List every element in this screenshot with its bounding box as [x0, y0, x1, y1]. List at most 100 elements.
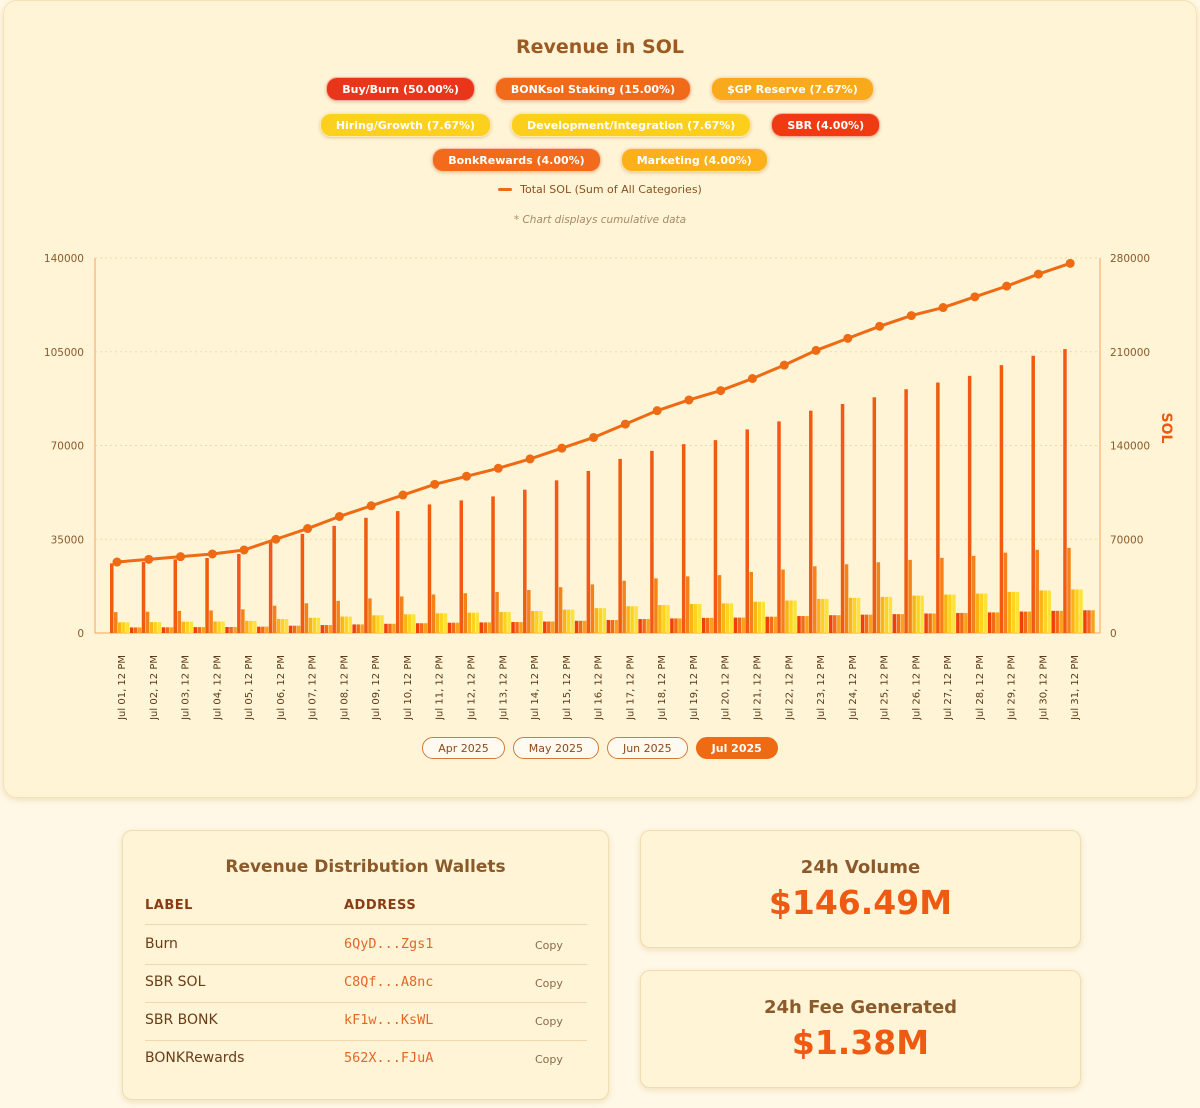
wallet-address[interactable]: kF1w...KsWL — [344, 1012, 434, 1028]
total-point — [811, 345, 821, 355]
bar — [896, 614, 901, 633]
bar — [654, 578, 658, 633]
total-point — [430, 479, 440, 489]
wallets-title: Revenue Distribution Wallets — [225, 857, 506, 877]
bar — [967, 375, 972, 633]
total-point — [366, 501, 376, 511]
x-tick-label: Jul 17, 12 PM — [625, 655, 636, 720]
bar — [658, 605, 662, 633]
y-tick-right: 210000 — [1110, 347, 1150, 359]
bar — [1091, 610, 1095, 633]
x-tick-label: Jul 30, 12 PM — [1038, 655, 1049, 720]
x-tick-label: Jul 26, 12 PM — [911, 655, 922, 720]
bar — [173, 559, 178, 633]
bar — [213, 621, 217, 633]
bar — [217, 621, 221, 633]
legend-bonkrewards[interactable]: BonkRewards (4.00%) — [432, 148, 601, 172]
legend-development-integration[interactable]: Development/Integration (7.67%) — [511, 113, 752, 137]
x-tick-label: Jul 05, 12 PM — [244, 655, 255, 720]
bar — [392, 623, 396, 633]
bar — [912, 595, 916, 633]
month-button-jul-2025[interactable]: Jul 2025 — [695, 737, 778, 759]
wallet-address[interactable]: 562X...FJuA — [344, 1050, 434, 1066]
bar — [566, 609, 571, 633]
x-tick-label: Jul 18, 12 PM — [657, 655, 668, 720]
bar — [114, 612, 118, 633]
bar — [793, 600, 797, 633]
bar — [157, 622, 162, 633]
bar — [630, 606, 634, 633]
x-tick-label: Jul 03, 12 PM — [181, 655, 192, 720]
bar — [475, 612, 480, 633]
x-tick-label: Jul 15, 12 PM — [562, 655, 573, 720]
legend-sbr[interactable]: SBR (4.00%) — [771, 113, 881, 137]
bar — [312, 617, 317, 633]
bar — [153, 622, 158, 633]
bar — [578, 620, 583, 633]
legend-row-3: BonkRewards (4.00%) Marketing (4.00%) — [0, 148, 1200, 172]
legend-total[interactable]: Total SOL (Sum of All Categories) — [0, 183, 1200, 196]
total-point — [684, 395, 694, 405]
bar — [122, 622, 126, 633]
x-tick-label: Jul 06, 12 PM — [276, 655, 287, 720]
bar — [574, 620, 579, 633]
x-tick-label: Jul 10, 12 PM — [403, 655, 414, 720]
month-button-may-2025[interactable]: May 2025 — [512, 737, 599, 759]
total-point — [652, 406, 662, 416]
bar — [539, 611, 543, 633]
bar — [161, 627, 166, 633]
copy-button[interactable]: Copy — [535, 1015, 563, 1028]
copy-button[interactable]: Copy — [535, 977, 563, 990]
total-point — [462, 471, 472, 481]
wallet-address[interactable]: 6QyD...Zgs1 — [344, 936, 434, 952]
bar — [547, 621, 551, 633]
bar — [999, 365, 1004, 633]
bar — [491, 496, 495, 633]
bar — [785, 600, 789, 633]
bar — [638, 619, 642, 633]
month-button-apr-2025[interactable]: Apr 2025 — [422, 737, 505, 759]
bar — [340, 616, 344, 633]
copy-button[interactable]: Copy — [535, 939, 563, 952]
legend-gp-reserve[interactable]: $GP Reserve (7.67%) — [711, 77, 874, 101]
total-point — [716, 386, 726, 396]
legend-bonksol-staking[interactable]: BONKsol Staking (15.00%) — [494, 77, 692, 101]
bar — [467, 612, 472, 633]
legend-row-1: Buy/Burn (50.00%) BONKsol Staking (15.00… — [0, 77, 1200, 101]
bar — [193, 627, 198, 633]
bar — [324, 625, 329, 633]
legend-marketing[interactable]: Marketing (4.00%) — [620, 148, 768, 172]
total-line — [116, 261, 1071, 564]
bar — [928, 613, 932, 633]
bar — [1055, 610, 1059, 633]
bar — [253, 620, 257, 633]
total-point — [525, 454, 535, 464]
bar — [149, 622, 154, 633]
bar — [864, 614, 869, 633]
month-button-jun-2025[interactable]: Jun 2025 — [606, 737, 688, 759]
total-point — [398, 490, 408, 500]
table-row: SBR BONK kF1w...KsWL Copy — [145, 1002, 587, 1041]
bar — [431, 594, 436, 633]
bar — [618, 458, 622, 633]
copy-button[interactable]: Copy — [535, 1053, 563, 1066]
bar — [495, 592, 499, 633]
bar — [932, 613, 936, 633]
total-point — [334, 511, 344, 521]
y-tick-right: 140000 — [1110, 441, 1150, 453]
bar — [515, 622, 519, 633]
bar — [582, 620, 587, 633]
bar — [678, 618, 682, 633]
total-point — [779, 360, 789, 370]
wallet-address[interactable]: C8Qf...A8nc — [344, 974, 434, 990]
chart-note: * Chart displays cumulative data — [513, 214, 687, 226]
bar — [856, 597, 861, 633]
total-point — [303, 524, 313, 534]
bar — [801, 616, 805, 633]
bar — [681, 444, 686, 633]
legend-buy-burn[interactable]: Buy/Burn (50.00%) — [326, 77, 475, 101]
legend-hiring-growth[interactable]: Hiring/Growth (7.67%) — [319, 113, 492, 137]
bar — [952, 594, 956, 633]
bar — [610, 620, 615, 633]
x-tick-label: Jul 08, 12 PM — [339, 655, 350, 720]
